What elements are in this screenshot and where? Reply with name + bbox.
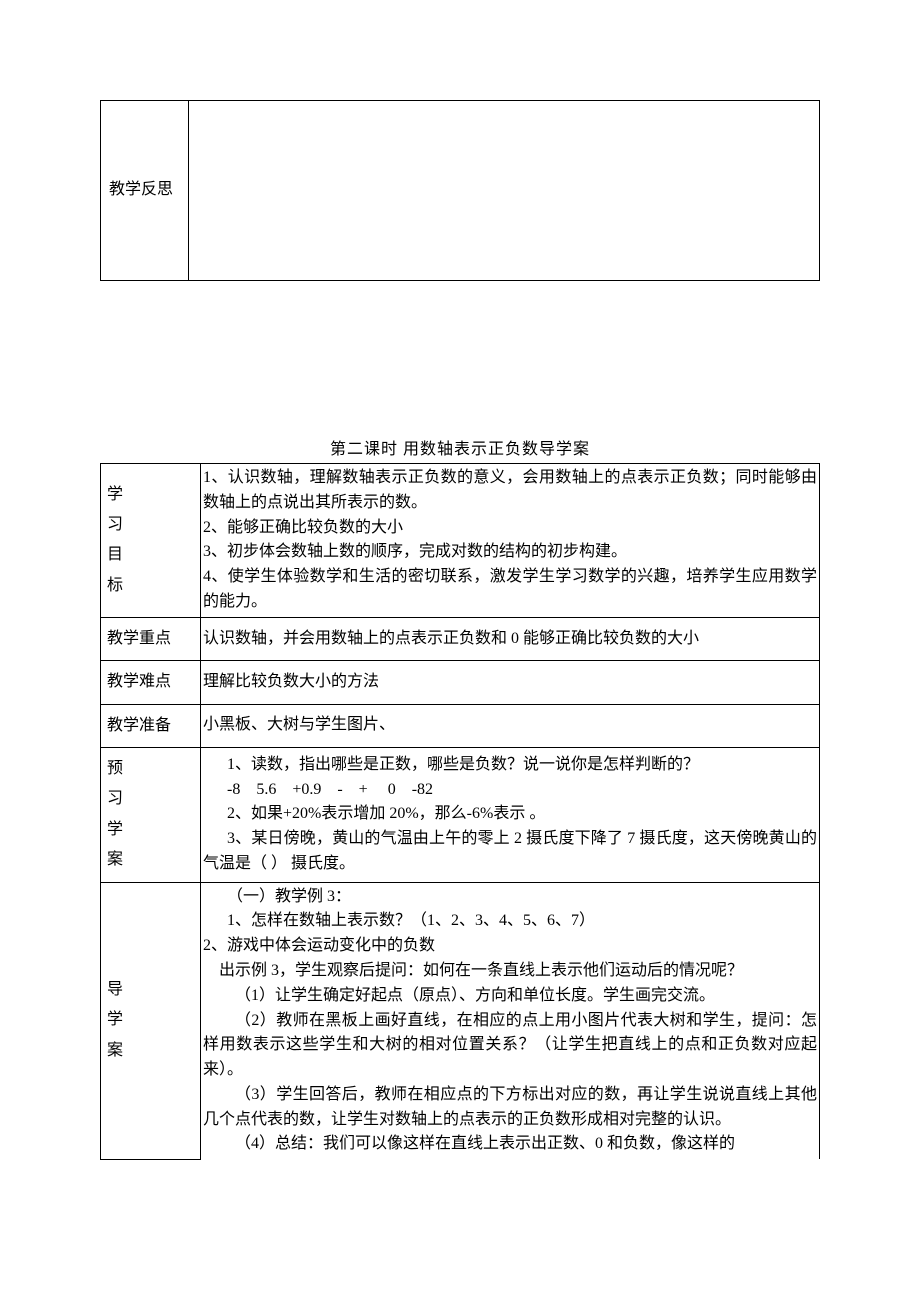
label-char: 学 — [107, 480, 194, 510]
guide-line: 出示例 3，学生观察后提问：如何在一条直线上表示他们运动后的情况呢？ — [203, 959, 817, 984]
preview-line: -8 5.6 +0.9 - + 0 -82 — [203, 778, 817, 803]
label-char: 预 — [107, 754, 194, 784]
row-label-preview: 预 习 学 案 — [101, 747, 201, 882]
row-content-difficulty: 理解比较负数大小的方法 — [201, 661, 820, 704]
goal-item: 2、能够正确比较负数的大小 — [203, 516, 817, 541]
label-char: 案 — [107, 1036, 194, 1066]
label-char: 目 — [107, 540, 194, 570]
row-label-goals: 学 习 目 标 — [101, 464, 201, 618]
keypoint-left: 认识数轴，并会用数轴上的点表示正负数和 0 — [203, 630, 519, 647]
guide-line: （1）让学生确定好起点（原点）、方向和单位长度。学生画完交流。 — [203, 984, 817, 1009]
goal-item: 4、使学生体验数学和生活的密切联系，激发学生学习数学的兴趣，培养学生应用数学的能… — [203, 565, 817, 615]
reflection-label: 教学反思 — [101, 101, 189, 281]
label-char: 案 — [107, 845, 194, 875]
reflection-content — [189, 101, 820, 281]
guide-line: （一）教学例 3： — [203, 885, 817, 910]
row-content-guide: （一）教学例 3： 1、怎样在数轴上表示数？（1、2、3、4、5、6、7） 2、… — [201, 882, 820, 1159]
label-char: 导 — [107, 975, 194, 1005]
row-content-prep: 小黑板、大树与学生图片、 — [201, 704, 820, 747]
row-label-keypoint: 教学重点 — [101, 617, 201, 660]
guide-line: 1、怎样在数轴上表示数？（1、2、3、4、5、6、7） — [203, 909, 817, 934]
label-char: 标 — [107, 571, 194, 601]
keypoint-right: 能够正确比较负数的大小 — [519, 630, 699, 647]
row-label-prep: 教学准备 — [101, 704, 201, 747]
goal-item: 1、认识数轴，理解数轴表示正负数的意义，会用数轴上的点表示正负数；同时能够由数轴… — [203, 466, 817, 516]
goal-item: 3、初步体会数轴上数的顺序，完成对数的结构的初步构建。 — [203, 540, 817, 565]
preview-line: 1、读数，指出哪些是正数，哪些是负数？说一说你是怎样判断的？ — [203, 753, 817, 778]
guide-line: （3）学生回答后，教师在相应点的下方标出对应的数，再让学生说说直线上其他几个点代… — [203, 1083, 817, 1133]
row-content-keypoint: 认识数轴，并会用数轴上的点表示正负数和 0 能够正确比较负数的大小 — [201, 617, 820, 660]
row-content-preview: 1、读数，指出哪些是正数，哪些是负数？说一说你是怎样判断的？ -8 5.6 +0… — [201, 747, 820, 882]
label-char: 习 — [107, 510, 194, 540]
guide-line: （2）教师在黑板上画好直线，在相应的点上用小图片代表大树和学生，提问：怎样用数表… — [203, 1009, 817, 1083]
reflection-table: 教学反思 — [100, 100, 820, 281]
preview-line: 3、某日傍晚，黄山的气温由上午的零上 2 摄氏度下降了 7 摄氏度，这天傍晚黄山… — [203, 827, 817, 877]
preview-line: 2、如果+20%表示增加 20%，那么-6%表示 。 — [203, 802, 817, 827]
label-char: 习 — [107, 784, 194, 814]
guide-line: （4）总结：我们可以像这样在直线上表示出正数、0 和负数，像这样的 — [203, 1132, 817, 1157]
label-char: 学 — [107, 815, 194, 845]
lesson-plan-table: 学 习 目 标 1、认识数轴，理解数轴表示正负数的意义，会用数轴上的点表示正负数… — [100, 463, 820, 1160]
row-content-goals: 1、认识数轴，理解数轴表示正负数的意义，会用数轴上的点表示正负数；同时能够由数轴… — [201, 464, 820, 618]
row-label-guide: 导 学 案 — [101, 882, 201, 1159]
section-title: 第二课时 用数轴表示正负数导学案 — [100, 431, 820, 463]
row-label-difficulty: 教学难点 — [101, 661, 201, 704]
guide-line: 2、游戏中体会运动变化中的负数 — [203, 934, 817, 959]
label-char: 学 — [107, 1005, 194, 1035]
